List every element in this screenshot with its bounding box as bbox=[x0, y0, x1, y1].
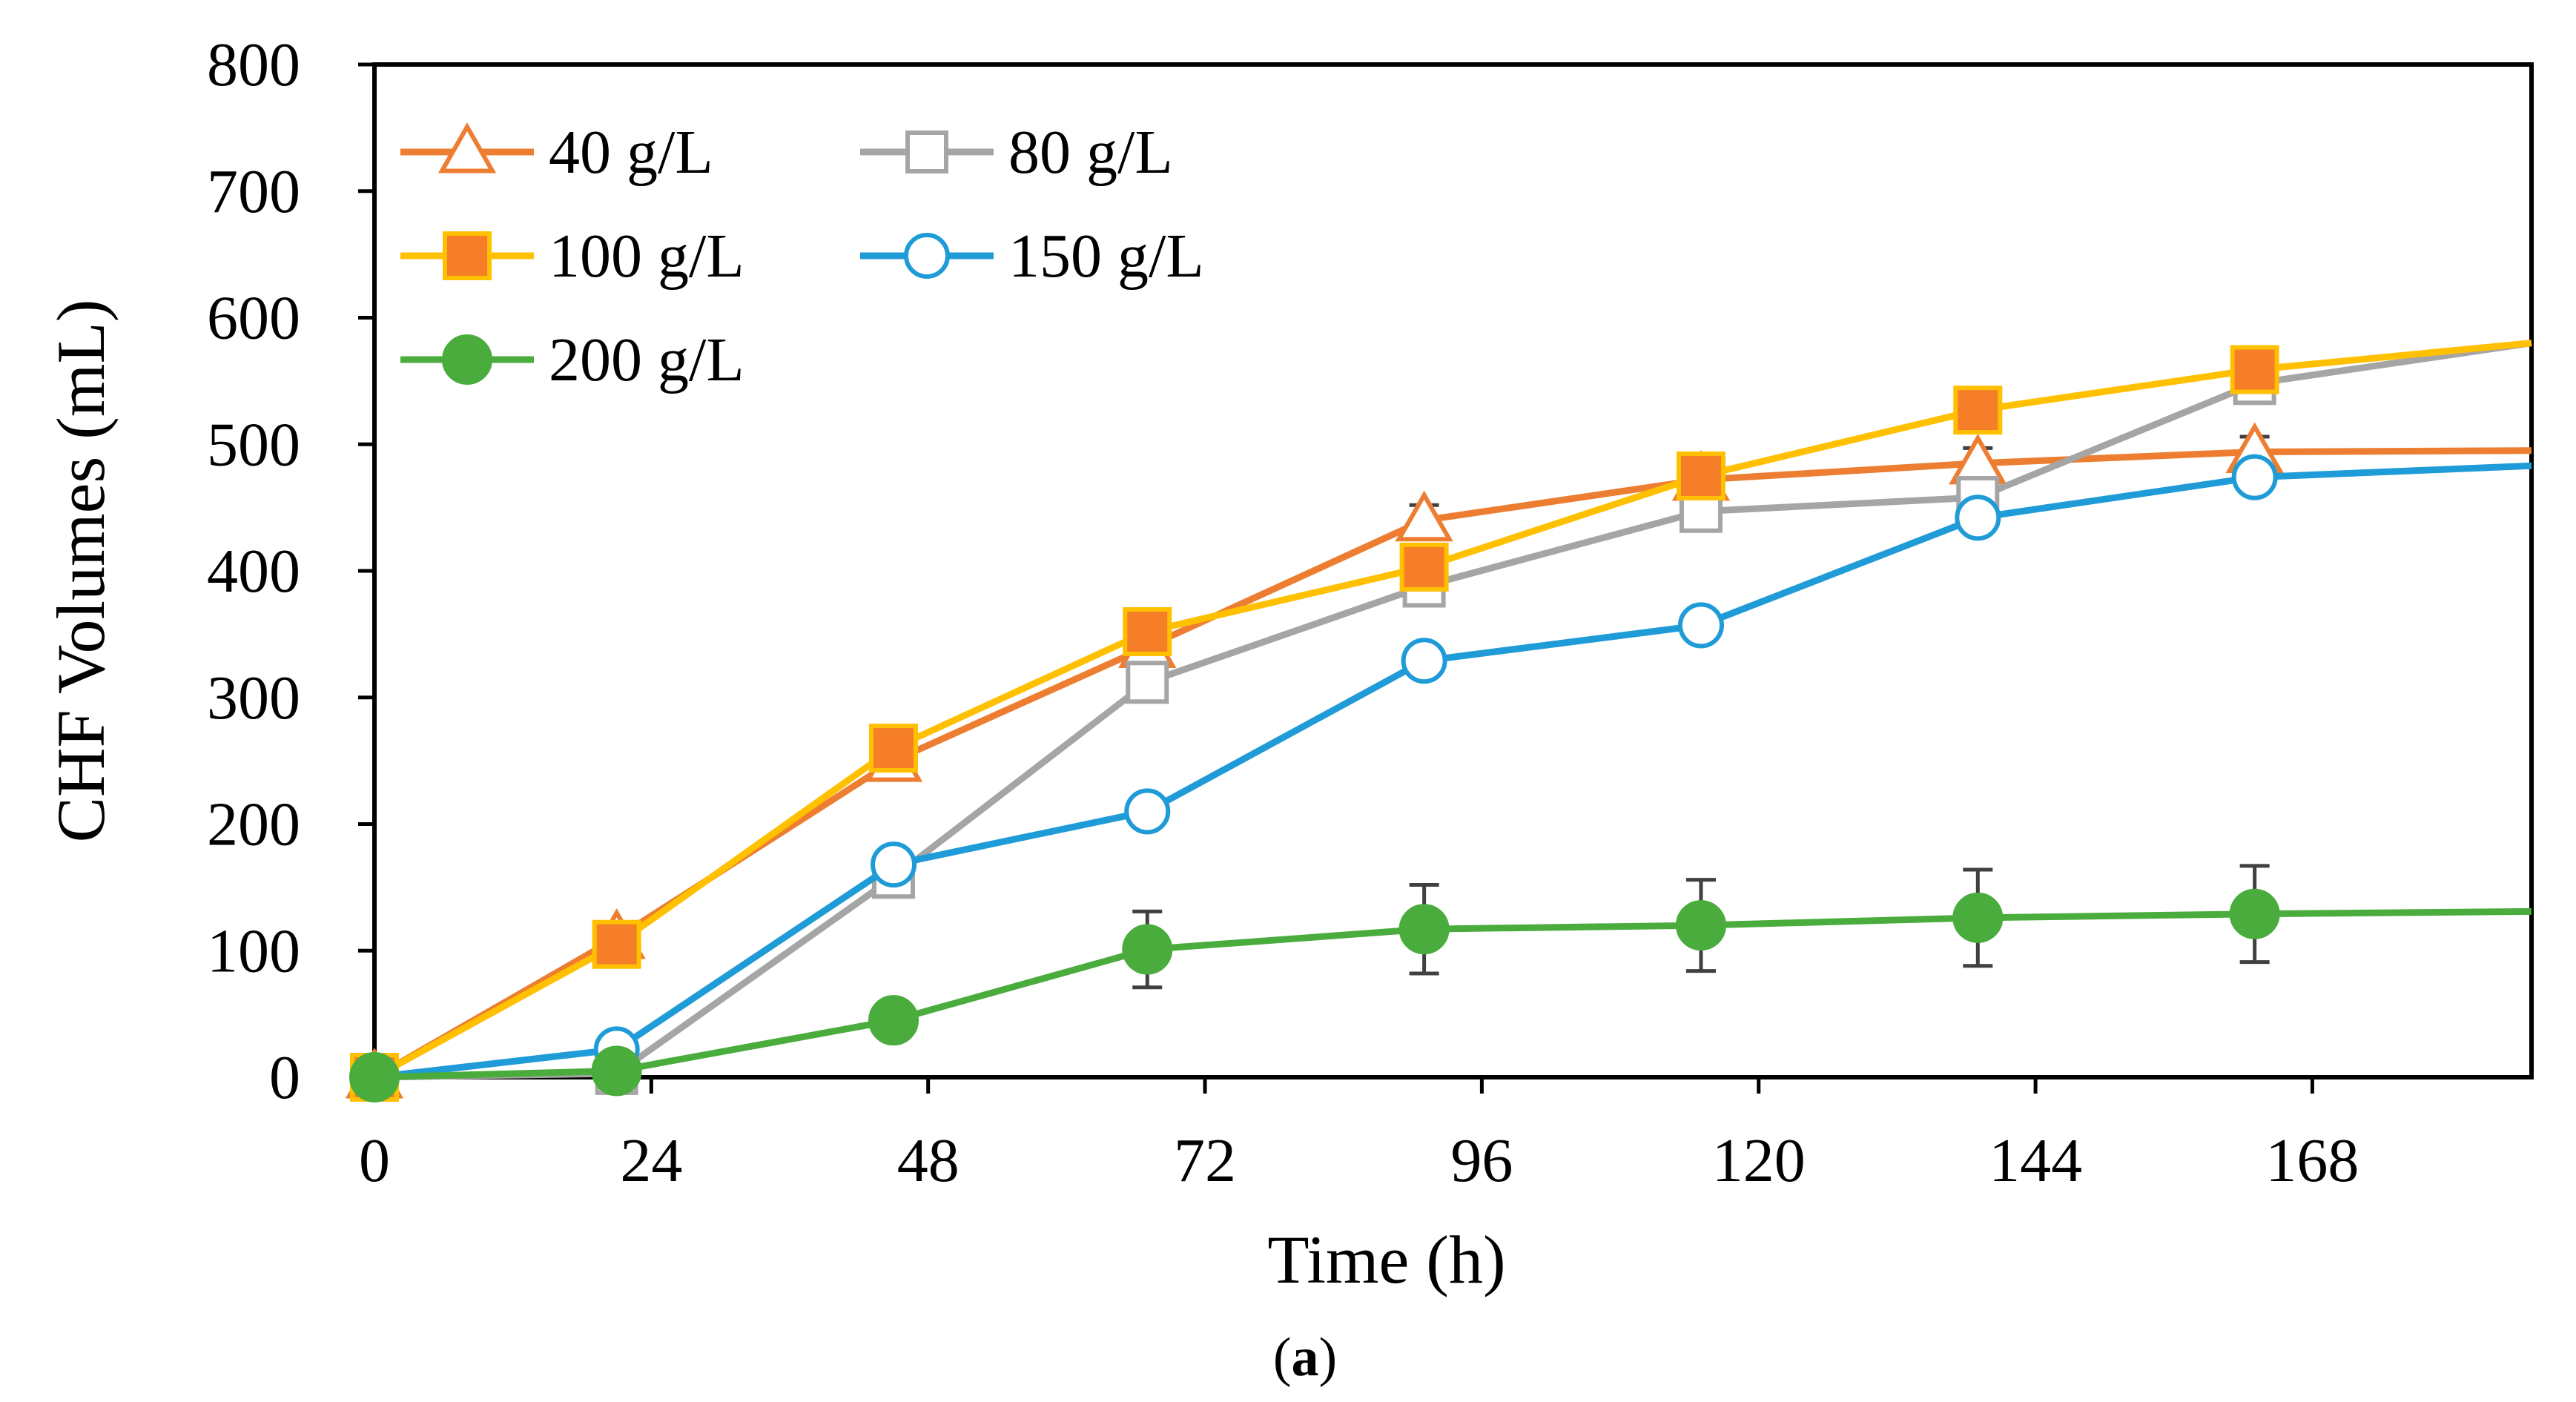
data-point bbox=[1676, 451, 1725, 500]
legend-marker bbox=[437, 122, 497, 173]
y-tick-label: 500 bbox=[207, 410, 300, 479]
data-point bbox=[871, 841, 917, 888]
data-point bbox=[1395, 490, 1453, 542]
x-tick-label: 24 bbox=[620, 1126, 682, 1195]
legend-item: 40 g/L bbox=[400, 118, 713, 187]
legend-item: 100 g/L bbox=[400, 222, 744, 291]
data-point bbox=[1123, 606, 1172, 656]
y-tick-label: 200 bbox=[207, 790, 300, 859]
data-point bbox=[1677, 602, 1724, 649]
legend-label: 200 g/L bbox=[549, 325, 744, 394]
legend-marker bbox=[904, 233, 950, 279]
data-point bbox=[2231, 454, 2278, 500]
plot-frame bbox=[372, 62, 2534, 1079]
data-point bbox=[591, 1045, 642, 1097]
legend-marker bbox=[442, 334, 492, 385]
y-axis-ticks: 0 100 200 300 400 500 600 700 800 bbox=[207, 30, 374, 1112]
y-tick-label: 100 bbox=[207, 916, 300, 985]
data-point bbox=[1952, 892, 2004, 943]
x-tick-label: 168 bbox=[2265, 1126, 2359, 1195]
legend-label: 80 g/L bbox=[1008, 118, 1173, 187]
series-40-g-l bbox=[345, 422, 2532, 1099]
y-tick-label: 400 bbox=[207, 537, 300, 606]
data-point bbox=[1398, 904, 1450, 955]
data-point bbox=[349, 1052, 400, 1102]
legend-item: 150 g/L bbox=[860, 222, 1204, 291]
figure-caption: (a) bbox=[1273, 1327, 1337, 1388]
series-200-g-l bbox=[349, 864, 2532, 1102]
series-100-g-l bbox=[350, 340, 2532, 1102]
x-tick-label: 120 bbox=[1712, 1126, 1806, 1195]
data-point bbox=[869, 724, 919, 773]
caption-letter: a bbox=[1292, 1327, 1319, 1388]
data-point bbox=[1399, 542, 1449, 592]
x-axis-ticks: 0 24 48 72 96 120 144 168 bbox=[359, 1077, 2359, 1195]
x-axis-title: Time (h) bbox=[1267, 1222, 1505, 1297]
x-tick-label: 96 bbox=[1450, 1126, 1513, 1195]
legend-label: 150 g/L bbox=[1008, 222, 1204, 291]
legend-item: 80 g/L bbox=[860, 118, 1173, 187]
y-axis-title: CHF Volumes (mL) bbox=[43, 300, 119, 843]
x-tick-label: 48 bbox=[897, 1126, 960, 1195]
y-tick-label: 700 bbox=[207, 157, 300, 226]
caption-open-paren: ( bbox=[1273, 1327, 1292, 1388]
caption-close-paren: ) bbox=[1319, 1327, 1338, 1388]
data-point bbox=[1953, 386, 2003, 435]
y-tick-label: 0 bbox=[269, 1043, 300, 1112]
data-point bbox=[1675, 900, 1726, 951]
x-tick-label: 144 bbox=[1989, 1126, 2082, 1195]
series-layer bbox=[345, 340, 2532, 1102]
data-point bbox=[1122, 924, 1173, 975]
data-point bbox=[2229, 888, 2280, 939]
legend: 40 g/L 80 g/L 100 g/L 150 g/L 200 g/L bbox=[400, 118, 1204, 394]
legend-marker bbox=[443, 231, 492, 280]
data-point bbox=[1955, 495, 2001, 541]
y-tick-label: 600 bbox=[207, 284, 300, 353]
data-point bbox=[1126, 661, 1169, 704]
data-point bbox=[1401, 638, 1447, 684]
data-point bbox=[1124, 788, 1171, 835]
data-point bbox=[592, 919, 641, 969]
data-point bbox=[868, 995, 919, 1046]
legend-item: 200 g/L bbox=[400, 325, 744, 394]
y-tick-label: 300 bbox=[207, 664, 300, 733]
legend-marker bbox=[905, 130, 948, 173]
x-tick-label: 0 bbox=[359, 1126, 390, 1195]
y-tick-label: 800 bbox=[207, 30, 300, 99]
legend-label: 100 g/L bbox=[549, 222, 744, 291]
x-tick-label: 72 bbox=[1174, 1126, 1236, 1195]
series-line bbox=[372, 447, 2532, 1080]
data-point bbox=[2230, 345, 2279, 394]
legend-label: 40 g/L bbox=[549, 118, 713, 187]
